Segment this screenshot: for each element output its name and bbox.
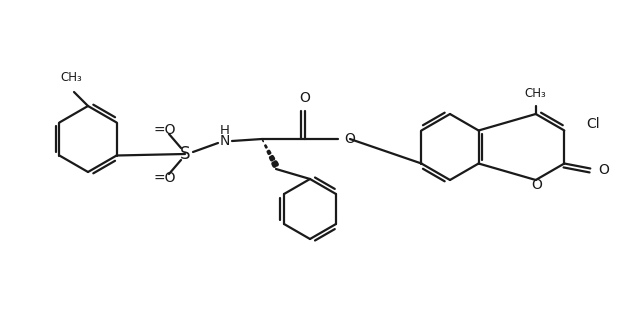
Text: O: O xyxy=(598,164,609,178)
Text: =O: =O xyxy=(154,171,176,185)
Text: S: S xyxy=(180,145,190,163)
Text: O: O xyxy=(300,91,310,105)
Text: O: O xyxy=(344,132,355,146)
Text: CH₃: CH₃ xyxy=(525,87,547,100)
Text: Cl: Cl xyxy=(586,118,600,132)
Text: O: O xyxy=(531,178,542,192)
Text: CH₃: CH₃ xyxy=(60,71,82,84)
Text: =O: =O xyxy=(154,123,176,137)
Text: H: H xyxy=(220,125,230,138)
Text: N: N xyxy=(220,134,230,148)
